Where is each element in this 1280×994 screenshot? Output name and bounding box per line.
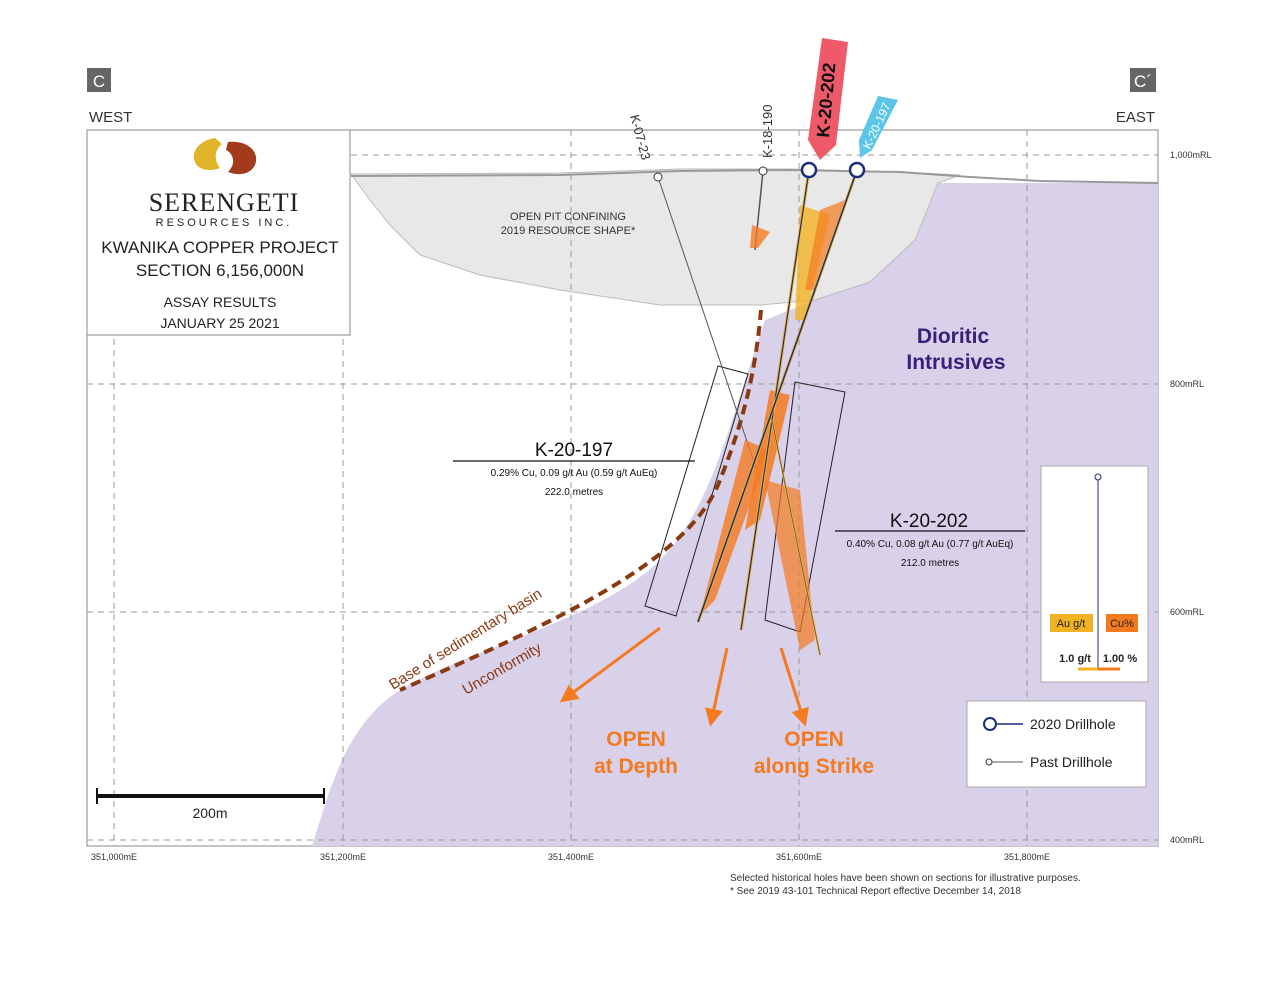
drillhole-legend-box: [966, 700, 1147, 788]
assay-date: JANUARY 25 2021: [160, 315, 280, 331]
k20-202-intercept-title: K-20-202: [890, 511, 968, 532]
open-arrow-west: [559, 626, 661, 703]
easting-label-351400: 351,400mE: [548, 852, 594, 862]
k18-190-collar: [758, 166, 768, 176]
easting-label-351600: 351,600mE: [776, 852, 822, 862]
new-drillhole-legend-symbol: [983, 717, 997, 731]
dioritic-label-line1: Dioritic: [917, 325, 990, 348]
au-legend-swatch: [1050, 614, 1093, 632]
project-title: KWANIKA COPPER PROJECT: [101, 238, 338, 257]
cu-legend-swatch: [1106, 614, 1138, 632]
k20-202-flag: [808, 38, 848, 160]
grid: [87, 130, 1158, 846]
unconformity-line: [399, 309, 763, 692]
new-drillhole-legend-label: 2020 Drillhole: [1030, 716, 1116, 732]
k07-23-trace: [657, 176, 761, 481]
company-logo: [193, 138, 257, 175]
easting-label-351800: 351,800mE: [1004, 852, 1050, 862]
elevation-label-600: 600mRL: [1170, 607, 1204, 617]
k20-197-intercept-title: K-20-197: [535, 440, 613, 461]
footnote-line2: * See 2019 43-101 Technical Report effec…: [730, 886, 1021, 897]
open-depth-line1: OPEN: [606, 728, 666, 751]
past-drillhole-legend-symbol: [985, 758, 993, 766]
k20-197-collar: [848, 161, 866, 179]
section-marker-left-label: C: [93, 72, 105, 91]
section-marker-left: [87, 68, 111, 92]
scale-bar: [96, 788, 325, 804]
k18-190-label: K-18-190: [760, 105, 775, 158]
title-block: [86, 129, 351, 336]
au-legend-label: Au g/t: [1057, 618, 1086, 630]
section-marker-right-label: C´: [1134, 72, 1152, 91]
open-arrow-depth: [705, 647, 729, 727]
footnote-line1: Selected historical holes have been show…: [730, 873, 1081, 884]
east-label: EAST: [1116, 109, 1155, 126]
elevation-label-800: 800mRL: [1170, 379, 1204, 389]
open-strike-line1: OPEN: [784, 728, 844, 751]
company-subtitle: RESOURCES INC.: [156, 217, 293, 229]
au-scale-label: 1.0 g/t: [1059, 653, 1091, 665]
past-drillhole-legend-label: Past Drillhole: [1030, 754, 1113, 770]
pit-label-line1: OPEN PIT CONFINING: [510, 211, 626, 223]
k20-197-projection-box: [644, 365, 749, 617]
section-marker-right: [1130, 68, 1156, 92]
histogram-legend-box: [1040, 465, 1149, 683]
k20-202-collar: [800, 161, 818, 179]
cu-scale-label: 1.00 %: [1103, 653, 1137, 665]
elevation-label-400: 400mRL: [1170, 835, 1204, 845]
k20-202-intercept-grade: 0.40% Cu, 0.08 g/t Au (0.77 g/t AuEq): [847, 539, 1014, 550]
open-arrow-strike: [779, 647, 809, 727]
open-strike-line2: along Strike: [754, 755, 874, 778]
company-name: SERENGETI: [149, 188, 300, 217]
easting-label-351000: 351,000mE: [91, 852, 137, 862]
pit-label-line2: 2019 RESOURCE SHAPE*: [501, 225, 636, 237]
dioritic-label-line2: Intrusives: [906, 351, 1005, 374]
k20-202-intercept-length: 212.0 metres: [901, 558, 959, 569]
open-depth-line2: at Depth: [594, 755, 678, 778]
k20-197-intercept-grade: 0.29% Cu, 0.09 g/t Au (0.59 g/t AuEq): [491, 468, 658, 479]
cu-legend-label: Cu%: [1110, 618, 1134, 630]
easting-label-351200: 351,200mE: [320, 852, 366, 862]
topography-line: [350, 168, 1159, 184]
histogram-legend-collar: [1094, 473, 1102, 481]
scale-bar-label: 200m: [192, 805, 227, 821]
section-title: SECTION 6,156,000N: [136, 261, 304, 280]
west-label: WEST: [89, 109, 132, 126]
assay-histograms: [700, 200, 845, 650]
k20-197-flag: [859, 96, 898, 158]
k20-197-intercept-length: 222.0 metres: [545, 487, 603, 498]
k07-23-collar: [653, 172, 663, 182]
assay-results-title: ASSAY RESULTS: [164, 294, 277, 310]
elevation-label-1000: 1,000mRL: [1170, 150, 1212, 160]
